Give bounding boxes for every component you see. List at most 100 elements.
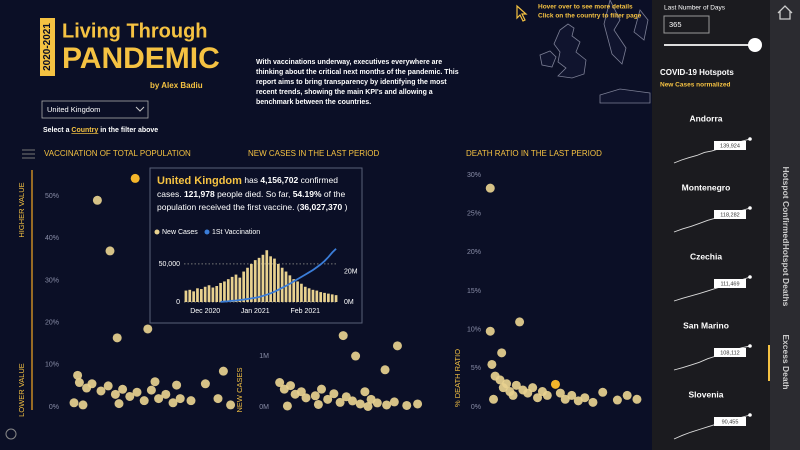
home-icon[interactable] <box>777 5 793 20</box>
dot <box>413 399 423 409</box>
dot <box>528 383 538 393</box>
tab-label: Hotspot Confirmed <box>781 167 791 244</box>
x-tick-label: Dec 2020 <box>190 308 220 315</box>
bar <box>327 293 330 302</box>
dot <box>355 399 365 409</box>
end-label: 139,924 <box>720 143 740 149</box>
dot <box>360 387 370 397</box>
dot <box>632 394 642 404</box>
dot <box>275 378 285 388</box>
map[interactable] <box>539 0 651 104</box>
x-tick-label: Feb 2021 <box>290 308 320 315</box>
legend-label: 1St Vaccination <box>212 229 260 236</box>
tooltip: United Kingdom has 4,156,702 confirmed c… <box>149 167 363 324</box>
dot <box>200 379 210 389</box>
y-tick-label: 15% <box>467 288 481 295</box>
bar <box>257 257 261 302</box>
menu-icon[interactable] <box>22 149 35 159</box>
dot <box>542 390 552 400</box>
bar <box>203 286 207 302</box>
tab-label: Excess Death <box>781 334 791 389</box>
hotspot-name: Andorra <box>689 113 722 123</box>
bar <box>265 250 269 302</box>
y-tick-label: 5% <box>471 365 481 372</box>
dot <box>118 384 128 394</box>
dot <box>282 401 292 411</box>
description-line: report aims to bring transparency by ide… <box>256 79 447 86</box>
chart-title: NEW CASES IN THE LAST PERIOD <box>248 149 380 158</box>
bar <box>211 287 215 302</box>
dot <box>168 398 178 408</box>
y-axis-label: LOWER VALUE <box>17 363 26 417</box>
chart-title: DEATH RATIO IN THE LAST PERIOD <box>466 149 602 158</box>
dot <box>495 375 505 385</box>
bar <box>234 274 238 302</box>
bar <box>242 271 246 302</box>
legend-swatch <box>154 229 160 235</box>
chart-title: VACCINATION OF TOTAL POPULATION <box>44 149 191 158</box>
bar <box>296 281 299 302</box>
dot <box>555 388 565 398</box>
bar <box>276 263 280 302</box>
dot <box>560 394 570 404</box>
bar <box>230 276 234 302</box>
dot <box>125 391 135 401</box>
dot <box>78 400 88 410</box>
days-input[interactable] <box>663 15 710 34</box>
dot <box>508 390 518 400</box>
country-dropdown[interactable] <box>41 100 149 119</box>
dot <box>74 378 84 388</box>
days-value: 365 <box>669 20 682 29</box>
bar <box>323 292 326 302</box>
dot <box>335 397 345 407</box>
dot <box>489 394 499 404</box>
y-tick-label: 1M <box>259 353 269 360</box>
tab-label: Hotspot Deaths <box>781 244 791 307</box>
description-line: benchmark between the countries. <box>256 99 371 106</box>
sparkline-end <box>748 206 752 210</box>
slider-handle[interactable] <box>748 38 762 52</box>
title-line-2: PANDEMIC <box>62 42 220 75</box>
y2-tick-label: 20M <box>344 268 358 275</box>
end-label-box <box>714 417 746 426</box>
dot <box>323 394 333 404</box>
bar <box>303 286 307 302</box>
hotspot-name: Slovenia <box>689 389 724 399</box>
side-panel <box>652 0 770 450</box>
tooltip-text: cases. 121,978 people died. So far, 54.1… <box>157 189 345 199</box>
line <box>220 248 337 303</box>
dot <box>175 394 185 404</box>
info-icon[interactable] <box>5 428 17 440</box>
dot <box>92 195 102 205</box>
dot <box>143 324 153 334</box>
y-tick-label: 25% <box>467 211 481 218</box>
tab-bar <box>770 0 800 450</box>
pointer-icon <box>516 4 528 22</box>
bar <box>226 279 230 302</box>
dot <box>485 326 495 336</box>
end-label-box <box>714 279 746 288</box>
legend-swatch <box>204 229 210 235</box>
dot <box>87 379 97 389</box>
bar <box>269 256 272 302</box>
y-tick-label: 0% <box>49 404 59 411</box>
y-axis-label: HIGHER VALUE <box>17 182 26 237</box>
end-label-box <box>714 141 746 150</box>
dot <box>497 348 507 358</box>
y-tick-label: 0M <box>259 404 269 411</box>
dot <box>502 379 512 389</box>
dot <box>96 386 106 396</box>
dot <box>338 331 348 341</box>
description: With vaccinations underway, executives e… <box>256 59 459 106</box>
dot <box>161 389 171 399</box>
dot <box>612 395 622 405</box>
y-tick-label: 10% <box>45 362 59 369</box>
dot <box>580 393 590 403</box>
bar <box>334 295 338 302</box>
description-line: thinking about the critical next months … <box>256 69 459 76</box>
bar <box>196 288 199 302</box>
dot <box>487 359 497 369</box>
dot <box>69 398 79 408</box>
y-tick-label: 10% <box>467 327 481 334</box>
dot <box>146 385 156 395</box>
